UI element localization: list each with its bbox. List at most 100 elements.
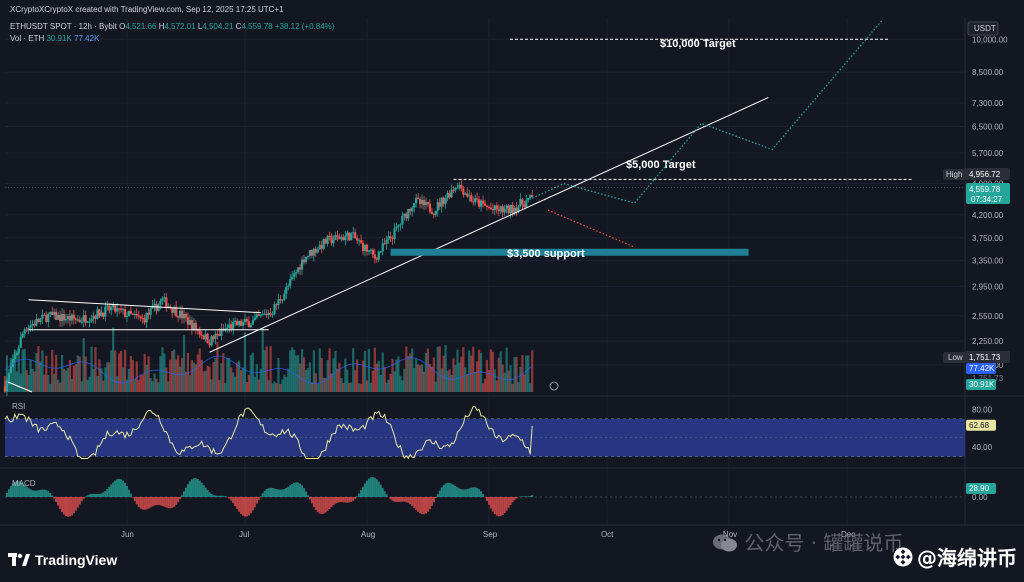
high-tag: High xyxy=(946,170,962,179)
macd-bar xyxy=(381,487,384,497)
macd-bar xyxy=(281,489,284,497)
macd-bar xyxy=(212,494,215,497)
candle-body xyxy=(470,195,473,202)
candle-body xyxy=(98,309,101,317)
volume-bar xyxy=(367,348,371,392)
macd-bar xyxy=(277,489,280,497)
tradingview-logo[interactable]: TradingView xyxy=(8,552,117,568)
macd-bar xyxy=(344,497,347,503)
candle-body xyxy=(55,311,58,320)
bearish-projection xyxy=(547,209,635,248)
macd-bar xyxy=(139,497,142,509)
candle-body xyxy=(21,333,24,338)
macd-bar xyxy=(458,488,461,497)
macd-bar xyxy=(5,492,8,497)
price-tick: 5,700.00 xyxy=(972,149,1004,158)
volume-bar xyxy=(348,382,351,392)
volume-bar xyxy=(147,356,150,392)
candle-body xyxy=(432,213,435,215)
volume-bar xyxy=(422,371,426,392)
macd-bar xyxy=(59,497,62,509)
macd-bar xyxy=(88,494,91,497)
candle-body xyxy=(204,333,207,340)
macd-bar xyxy=(393,497,396,502)
candle-body xyxy=(452,189,455,191)
candle-body xyxy=(157,304,160,312)
macd-bar xyxy=(424,497,427,514)
volume-bar xyxy=(346,369,349,392)
candle-body xyxy=(237,320,241,326)
macd-bar xyxy=(367,478,370,497)
macd-bar xyxy=(186,484,189,497)
candle-body xyxy=(415,197,418,204)
macd-bar xyxy=(346,497,349,503)
candle-body xyxy=(332,240,335,244)
volume-bar xyxy=(194,364,197,392)
volume-bar xyxy=(340,378,343,392)
volume-bar xyxy=(287,368,290,392)
volume-bar xyxy=(413,367,416,392)
macd-bar xyxy=(236,497,239,509)
volume-bar xyxy=(283,374,286,392)
volume-bar xyxy=(98,359,101,392)
volume-bar xyxy=(167,381,170,392)
macd-bar xyxy=(11,483,14,497)
macd-bar xyxy=(426,497,429,512)
volume-bar xyxy=(424,352,428,392)
candle-body xyxy=(33,323,36,326)
candle-body xyxy=(60,313,64,322)
macd-bar xyxy=(527,496,530,497)
macd-bar xyxy=(61,497,64,513)
candle-body xyxy=(177,316,180,318)
volume-bar xyxy=(297,355,300,392)
volume-bar xyxy=(204,370,207,392)
candle-body xyxy=(509,204,512,214)
macd-bar xyxy=(161,497,164,506)
volume-bar xyxy=(127,368,131,392)
macd-bar xyxy=(401,497,404,502)
macd-bar xyxy=(293,482,296,497)
alert-icon xyxy=(549,381,559,391)
macd-bar xyxy=(57,497,60,506)
candle-body xyxy=(273,304,276,315)
candle-body xyxy=(302,259,306,263)
high-tag-bg xyxy=(943,169,967,180)
volume-bar xyxy=(92,368,95,392)
macd-bar xyxy=(352,497,355,501)
macd-bar xyxy=(184,487,187,497)
candle-body xyxy=(175,307,178,317)
candle-body xyxy=(137,315,140,317)
price-tick: 2,250.00 xyxy=(972,337,1004,346)
candle-body xyxy=(308,250,312,256)
macd-bar xyxy=(70,497,73,516)
volume-bar xyxy=(446,370,449,392)
volume-bar xyxy=(452,358,455,392)
volume-bar xyxy=(354,370,357,392)
candle-body xyxy=(348,232,351,241)
candle-body xyxy=(422,199,426,206)
macd-bar xyxy=(66,497,69,517)
candle-body xyxy=(202,335,205,340)
macd-bar xyxy=(434,497,437,499)
candle-body xyxy=(271,314,274,316)
currency-label: USDT xyxy=(974,24,996,33)
candle-body xyxy=(92,315,95,319)
volume-bar xyxy=(180,358,184,392)
candle-body xyxy=(369,249,373,251)
low-value-bg xyxy=(966,351,1010,363)
volume-bar xyxy=(273,381,276,392)
candle-body xyxy=(430,211,433,214)
macd-bar xyxy=(31,490,34,497)
volume-bar xyxy=(265,346,268,392)
macd-bar xyxy=(521,496,524,497)
candle-body xyxy=(389,236,392,239)
volume-bar xyxy=(35,352,38,392)
volume-bar xyxy=(19,373,22,392)
macd-bar xyxy=(55,497,58,502)
candle-body xyxy=(531,195,534,197)
candle-body xyxy=(295,272,298,274)
macd-bar xyxy=(238,497,241,512)
vol-badge-1-bg xyxy=(966,363,996,374)
macd-bar xyxy=(76,497,79,508)
